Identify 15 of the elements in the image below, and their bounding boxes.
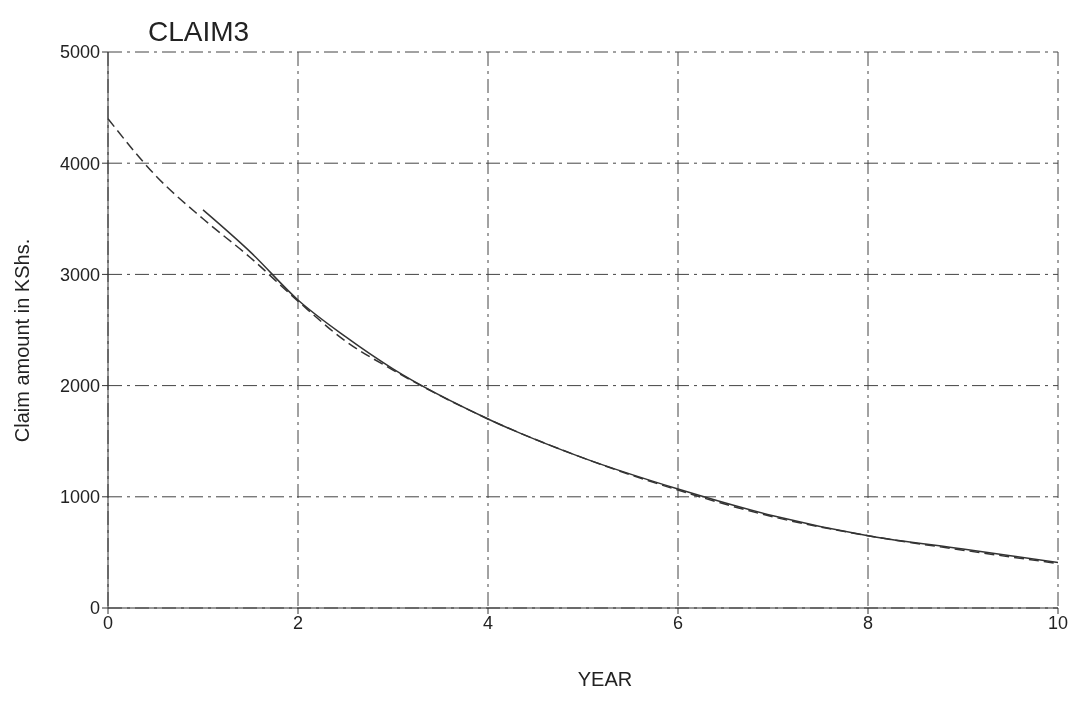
x-axis-title: YEAR [576,668,634,691]
chart-title: CLAIM3 [148,16,250,48]
x-tick-label: 10 [1047,612,1069,633]
y-tick-label: 1000 [59,487,100,508]
y-tick-label: 2000 [59,375,100,396]
y-tick-label: 4000 [59,153,100,174]
x-tick-label: 2 [292,612,304,633]
y-tick-label: 5000 [59,42,100,63]
x-tick-label: 8 [862,612,874,633]
x-tick-label: 0 [102,612,114,633]
y-tick-label: 0 [89,598,100,619]
x-tick-label: 6 [672,612,684,633]
y-tick-label: 3000 [59,264,100,285]
x-tick-label: 4 [482,612,494,633]
y-axis-title: Claim amount in KShs. [11,238,35,442]
